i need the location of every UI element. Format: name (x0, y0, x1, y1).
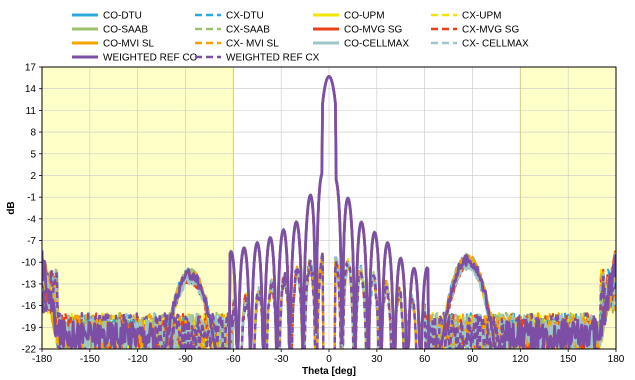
legend-item-co-mvi-sl: CO-MVI SL (72, 39, 155, 50)
y-tick-label: -19 (22, 323, 37, 334)
legend-item-cx-upm: CX-UPM (431, 11, 501, 22)
legend-item-co-cellmax: CO-CELLMAX (313, 39, 409, 50)
y-tick-label: -16 (22, 301, 37, 312)
x-tick-label: -150 (80, 354, 100, 365)
x-tick-label: -180 (32, 354, 52, 365)
axes: -180 -150 -120 -90 -60 -30 0 30 60 90 120 150 180 17 1… (22, 63, 625, 366)
y-tick-label: -13 (22, 279, 37, 290)
legend-label: CX-SAAB (226, 25, 270, 36)
x-tick-label: -120 (128, 354, 148, 365)
legend-item-cx-mvg-sg: CX-MVG SG (431, 25, 519, 36)
legend-label: CX-UPM (462, 11, 501, 22)
legend-label: WEIGHTED REF CO (103, 53, 198, 64)
legend-label: CO-UPM (344, 11, 385, 22)
legend-item-cx-dtu: CX-DTU (195, 11, 264, 22)
y-tick-label: -22 (22, 345, 37, 356)
x-axis-title: Theta [deg] (302, 366, 356, 377)
legend-label: CO-MVG SG (344, 25, 403, 36)
x-tick-label: 0 (326, 354, 332, 365)
legend-label: CX- MVI SL (226, 39, 279, 50)
y-tick-label: 17 (25, 63, 37, 74)
legend-label: CO-CELLMAX (344, 39, 409, 50)
y-tick-label: 8 (30, 128, 36, 139)
x-tick-label: 120 (512, 354, 529, 365)
x-tick-label: 30 (371, 354, 383, 365)
legend-item-co-upm: CO-UPM (313, 11, 385, 22)
y-tick-label: 5 (30, 149, 36, 160)
y-tick-label: -4 (27, 214, 36, 225)
legend-item-weighted-ref-co: WEIGHTED REF CO (72, 53, 198, 64)
legend-label: CX-MVG SG (462, 25, 519, 36)
y-tick-label: -7 (27, 236, 36, 247)
legend-item-cx-mvi-sl: CX- MVI SL (195, 39, 279, 50)
x-tick-label: 90 (467, 354, 479, 365)
legend-item-co-dtu: CO-DTU (72, 11, 142, 22)
x-tick-label: 180 (608, 354, 625, 365)
legend-label: CX-DTU (226, 11, 264, 22)
x-tick-label: -30 (274, 354, 289, 365)
legend-item-cx-saab: CX-SAAB (195, 25, 270, 36)
x-tick-label: -60 (226, 354, 241, 365)
y-tick-label: 14 (25, 84, 37, 95)
y-tick-label: -10 (22, 258, 37, 269)
x-tick-label: -90 (178, 354, 193, 365)
y-tick-label: 2 (30, 171, 36, 182)
legend-label: CO-DTU (103, 11, 142, 22)
plot-area (41, 66, 617, 350)
legend-label: CO-MVI SL (103, 39, 155, 50)
legend-item-weighted-ref-cx: WEIGHTED REF CX (195, 53, 320, 64)
y-tick-label: -1 (27, 193, 36, 204)
x-tick-label: 60 (419, 354, 431, 365)
legend-item-co-saab: CO-SAAB (72, 25, 148, 36)
x-tick-label: 150 (560, 354, 577, 365)
series-line-weighted-ref-co (42, 75, 616, 349)
legend: CO-DTU CX-DTU CO-UPM CX-UPM CO-SAAB CX-SAAB CO… (72, 11, 529, 64)
legend-label: CX- CELLMAX (462, 39, 529, 50)
legend-item-co-mvg-sg: CO-MVG SG (313, 25, 403, 36)
legend-item-cx-cellmax: CX- CELLMAX (431, 39, 529, 50)
legend-label: WEIGHTED REF CX (226, 53, 320, 64)
y-tick-label: 11 (26, 106, 37, 117)
y-axis-title: dB (6, 201, 17, 214)
legend-label: CO-SAAB (103, 25, 148, 36)
